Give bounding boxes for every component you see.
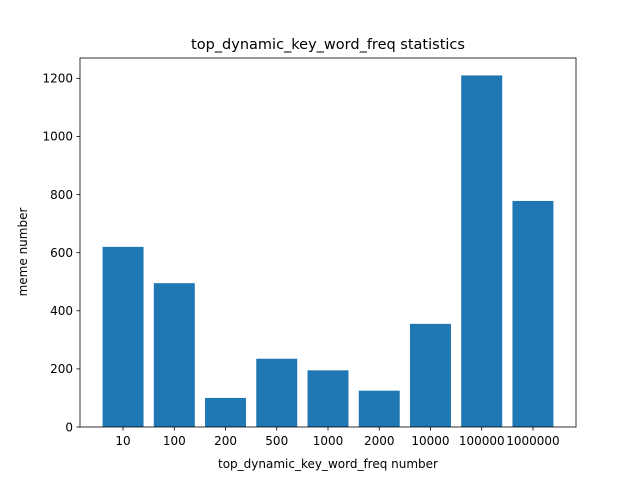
y-axis-label: meme number [16,208,30,297]
x-tick-label: 2000 [364,434,395,448]
y-tick-label: 200 [50,362,73,376]
y-tick-label: 400 [50,304,73,318]
y-tick-label: 600 [50,246,73,260]
x-tick-label: 10000 [411,434,449,448]
x-tick-label: 1000000 [506,434,559,448]
bar-10000 [409,323,451,427]
chart-title: top_dynamic_key_word_freq statistics [191,37,465,53]
bar-1000 [307,370,349,427]
bar-500 [256,358,298,427]
x-tick-label: 1000 [313,434,344,448]
bar-2000 [358,390,400,427]
x-tick-label: 100000 [459,434,505,448]
bar-10 [102,246,144,427]
y-tick-label: 800 [50,188,73,202]
y-tick-label: 1200 [42,72,73,86]
bar-100 [153,283,195,427]
axes-group: 0 200 400 600 800 1000 1200 10 100 200 500 1000 2000… [42,57,577,448]
y-tick-label: 1000 [42,130,73,144]
y-tick-label: 0 [65,420,73,434]
x-axis-label: top_dynamic_key_word_freq number [218,457,438,471]
bar-100000 [461,75,503,428]
bars-group [102,75,554,428]
bar-200 [205,397,247,427]
x-tick-label: 500 [265,434,288,448]
x-tick-label: 10 [115,434,130,448]
x-tick-label: 200 [214,434,237,448]
x-tick-label: 100 [163,434,186,448]
bar-1000000 [512,200,554,427]
